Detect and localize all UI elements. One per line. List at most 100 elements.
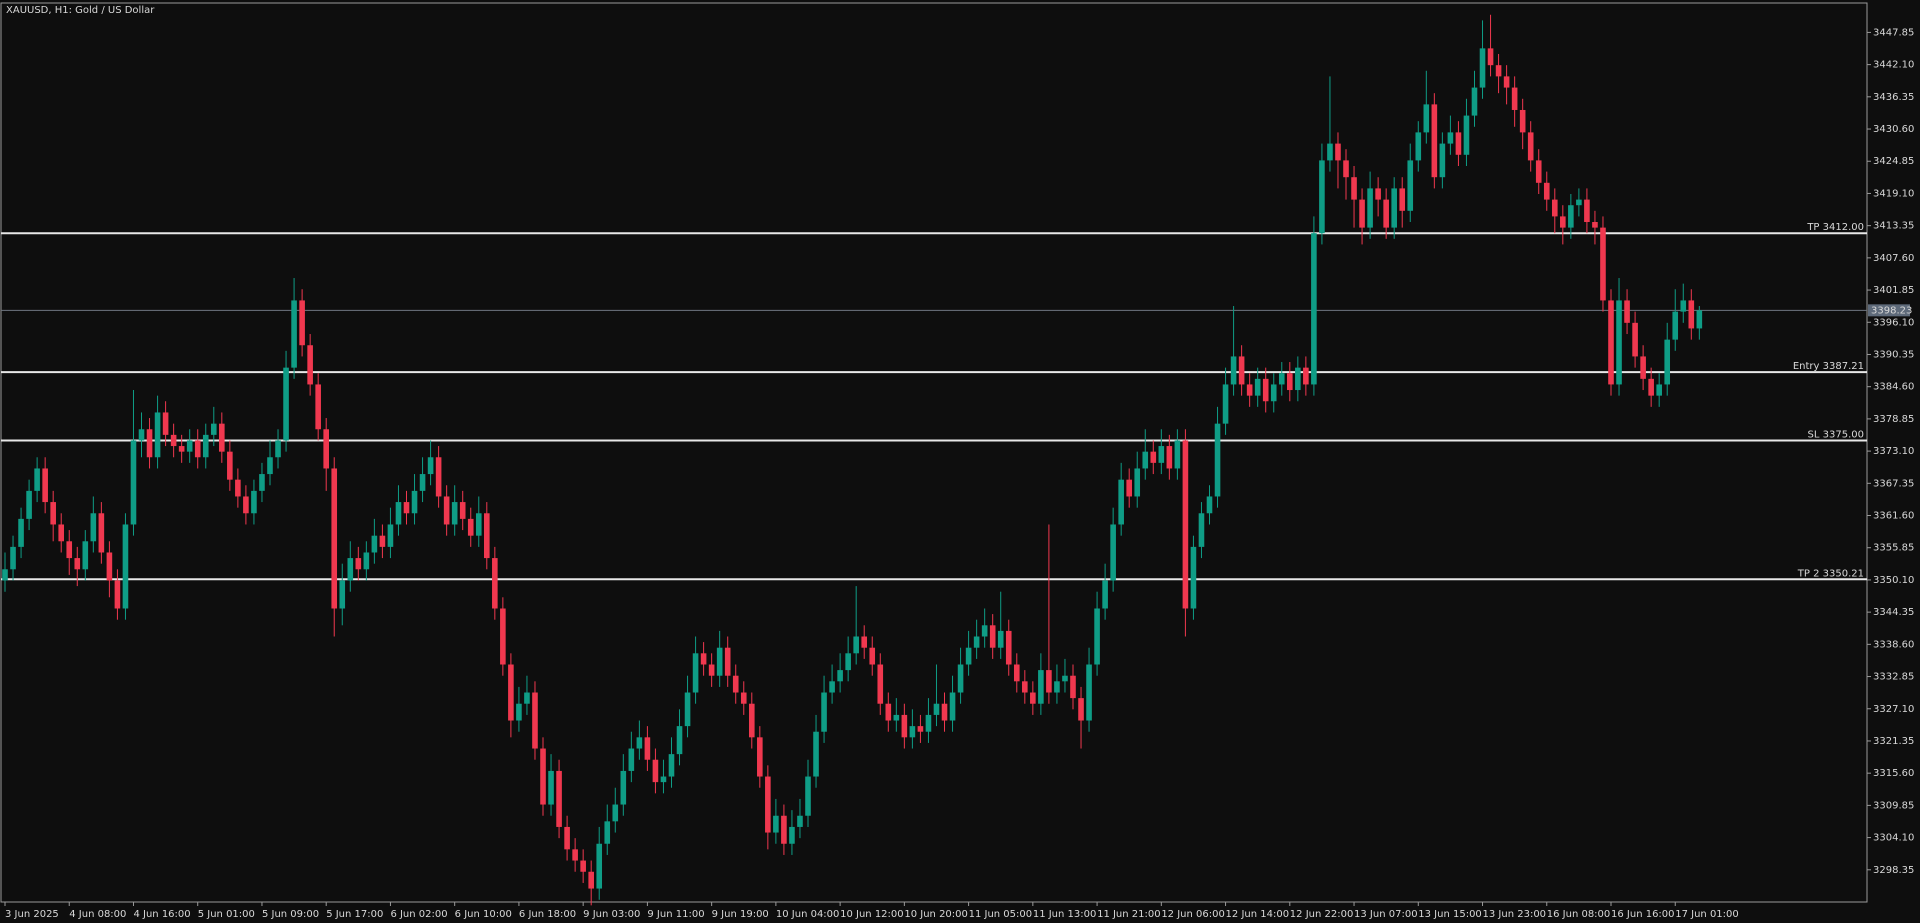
candle-body: [829, 681, 835, 693]
candle-body: [1383, 199, 1389, 228]
candle-body: [997, 630, 1004, 648]
candle-body: [26, 490, 32, 519]
candle-body: [1254, 378, 1261, 396]
candle-body: [66, 541, 73, 559]
candle-body: [1126, 479, 1132, 497]
candle-body: [259, 474, 265, 491]
candle-body: [1551, 199, 1558, 217]
candle-body: [1206, 496, 1213, 514]
candle-body: [492, 558, 498, 609]
candle-body: [1656, 384, 1662, 396]
candle-body: [114, 580, 121, 609]
candle-body: [379, 535, 386, 547]
candle-body: [1110, 524, 1116, 581]
candle-body: [1527, 132, 1534, 161]
x-tick-label: 6 Jun 02:00: [390, 909, 447, 920]
level-label: SL 3375.00: [1808, 429, 1864, 440]
y-tick-label: 3304.10: [1873, 833, 1914, 844]
y-tick-label: 3361.60: [1873, 511, 1914, 522]
candle-body: [1054, 681, 1060, 693]
x-tick-label: 6 Jun 10:00: [455, 909, 512, 920]
y-tick-label: 3373.10: [1873, 446, 1914, 457]
y-tick-label: 3321.35: [1873, 736, 1914, 747]
candle-body: [227, 451, 233, 480]
candle-body: [219, 423, 225, 452]
candle-body: [628, 748, 635, 771]
plot-frame: [0, 2, 1868, 903]
candle-body: [1134, 468, 1141, 497]
candle-body: [467, 518, 474, 536]
candle-body: [933, 703, 940, 715]
candle-body: [781, 815, 787, 844]
candle-body: [1503, 76, 1510, 88]
candle-body: [837, 670, 843, 682]
x-tick-label: 11 Jun 21:00: [1097, 909, 1161, 920]
candle-body: [1375, 188, 1381, 200]
candle-body: [267, 457, 273, 475]
candle-body: [459, 502, 466, 519]
candle-body: [154, 412, 161, 458]
candle-body: [1592, 222, 1598, 228]
x-tick-label: 6 Jun 18:00: [519, 909, 576, 920]
candle-body: [965, 647, 972, 665]
candle-body: [1439, 143, 1446, 178]
candle-body: [1311, 233, 1317, 385]
candle-body: [1278, 373, 1285, 385]
candle-body: [1584, 199, 1590, 223]
candle-body: [291, 300, 297, 368]
candle-body: [1319, 160, 1325, 234]
candle-body: [1303, 367, 1309, 385]
candle-body: [508, 664, 514, 721]
candle-body: [1150, 451, 1157, 463]
candle-body: [210, 423, 217, 435]
candle-body: [1214, 423, 1221, 497]
x-tick-label: 16 Jun 08:00: [1547, 909, 1611, 920]
candle-body: [10, 546, 16, 570]
candle-body: [700, 653, 707, 665]
x-tick-label: 5 Jun 09:00: [262, 909, 319, 920]
candle-body: [869, 647, 876, 665]
candle-body: [138, 429, 145, 441]
candle-body: [1407, 160, 1414, 211]
candle-body: [1046, 670, 1052, 693]
candle-body: [411, 490, 418, 514]
candle-body: [1158, 446, 1165, 463]
candle-body: [34, 468, 40, 491]
current-price-label: 3398.23: [1871, 305, 1912, 316]
candle-body: [724, 647, 731, 676]
candle-body: [251, 490, 257, 514]
candle-body: [1391, 188, 1397, 228]
candle-body: [1166, 446, 1173, 469]
candle-body: [765, 776, 771, 833]
x-tick-label: 16 Jun 16:00: [1611, 909, 1675, 920]
candle-body: [885, 703, 892, 721]
candle-body: [676, 726, 683, 755]
candle-body: [893, 714, 900, 721]
candle-body: [668, 754, 675, 777]
candle-body: [757, 737, 763, 777]
candle-body: [484, 513, 490, 559]
candle-body: [1102, 580, 1108, 609]
candle-body: [1431, 104, 1438, 178]
candle-body: [331, 468, 338, 609]
candle-body: [1487, 48, 1494, 66]
candle-body: [588, 871, 594, 889]
candle-body: [50, 502, 56, 525]
candle-body: [660, 776, 667, 783]
y-tick-label: 3419.10: [1873, 188, 1914, 199]
candle-body: [821, 692, 827, 732]
candle-body: [347, 558, 354, 581]
candle-body: [636, 737, 643, 749]
candle-body: [1688, 300, 1695, 329]
candle-body: [178, 446, 185, 452]
candle-body: [1190, 546, 1197, 609]
candle-body: [1624, 300, 1630, 323]
candle-body: [789, 826, 795, 844]
x-tick-label: 13 Jun 15:00: [1418, 909, 1482, 920]
candle-body: [748, 703, 755, 738]
candle-body: [973, 636, 980, 648]
candle-body: [596, 843, 603, 889]
candle-body: [186, 440, 193, 452]
candle-body: [1094, 608, 1100, 665]
